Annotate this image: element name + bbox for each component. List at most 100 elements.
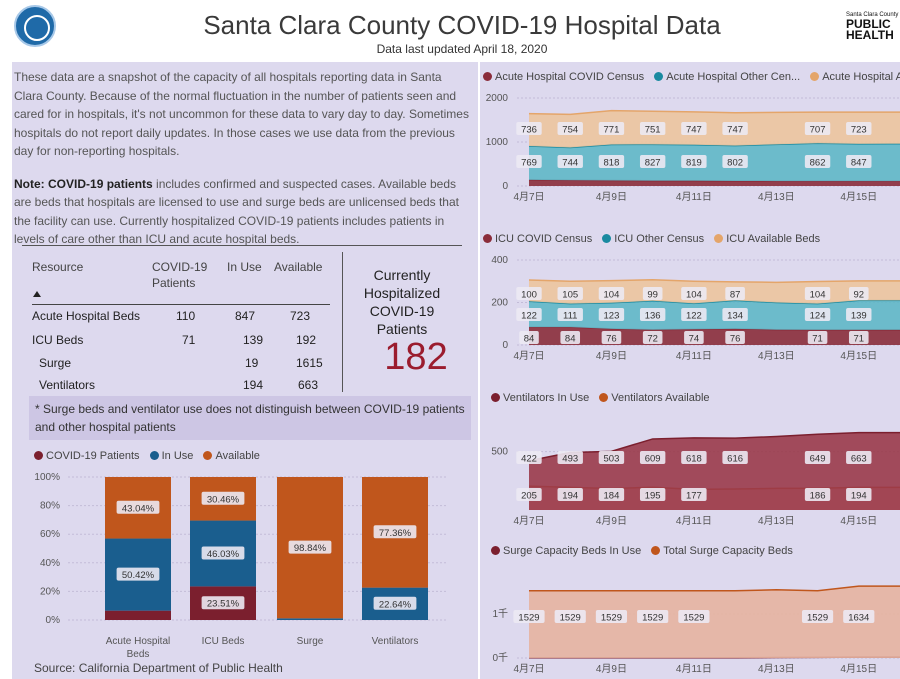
legend-item[interactable]: ICU Available Beds <box>714 233 820 245</box>
legend-item[interactable]: Available <box>203 450 260 462</box>
area-data-label-box <box>846 451 872 464</box>
table-divider <box>342 252 343 392</box>
area-data-label-box <box>601 331 622 344</box>
area-series <box>529 327 900 345</box>
area-data-label-box <box>639 451 666 464</box>
bar-data-label-box <box>373 596 417 610</box>
area-data-label: 76 <box>730 334 741 345</box>
surge-legend: Surge Capacity Beds In Use Total Surge C… <box>491 545 800 557</box>
area-data-label-box <box>639 308 666 321</box>
legend-label: ICU Other Census <box>614 233 705 245</box>
x-tick-label: 4月11日 <box>676 191 712 203</box>
legend-dot <box>714 234 724 243</box>
area-data-label: 134 <box>727 311 743 322</box>
table-row-available: 1615 <box>296 356 323 370</box>
bar-data-label: 22.64% <box>379 599 412 610</box>
legend-item[interactable]: Ventilators In Use <box>491 392 589 404</box>
area-data-label: 802 <box>727 158 743 169</box>
table-row-in-use: 19 <box>245 356 259 370</box>
legend-item[interactable]: Surge Capacity Beds In Use <box>491 545 641 557</box>
area-data-label-box <box>642 287 663 300</box>
col-header-available[interactable]: Available <box>274 260 323 274</box>
area-data-label: 194 <box>562 491 578 502</box>
area-data-label-box <box>516 308 542 321</box>
area-data-label-box <box>722 122 748 135</box>
bar-data-label-box <box>288 540 332 554</box>
area-data-label-box <box>637 610 669 623</box>
area-data-label: 723 <box>851 125 867 136</box>
area-data-label: 663 <box>851 454 867 465</box>
col-header-resource[interactable]: Resource <box>32 260 84 274</box>
legend-item[interactable]: COVID-19 Patients <box>34 450 140 462</box>
area-data-label-box <box>725 331 745 344</box>
area-data-label: 124 <box>810 311 826 322</box>
x-tick-label: Acute Hospital <box>106 636 170 647</box>
area-data-label: 105 <box>562 290 578 301</box>
col-header-in-use[interactable]: In Use <box>227 260 262 274</box>
area-data-label-box <box>678 610 710 623</box>
area-data-label: 76 <box>606 334 617 345</box>
area-data-label-box <box>598 451 625 464</box>
area-data-label: 194 <box>851 491 867 502</box>
bar-data-label-box <box>201 546 245 560</box>
x-tick-label: 4月13日 <box>758 191 795 203</box>
sort-ascending-icon[interactable] <box>33 291 41 297</box>
legend-label: Surge Capacity Beds In Use <box>503 545 642 557</box>
legend-label: ICU COVID Census <box>495 233 593 245</box>
y-tick-label: 20% <box>40 586 60 597</box>
legend-item[interactable]: Acute Hospital Av... <box>810 71 900 83</box>
col-header-covid[interactable]: COVID-19 Patients <box>152 260 208 290</box>
table-row-available: 663 <box>298 378 319 392</box>
x-tick-label: 4月7日 <box>513 191 544 203</box>
icu-legend: ICU COVID Census ICU Other Census ICU Av… <box>483 233 827 245</box>
legend-label: Acute Hospital Av... <box>822 71 900 83</box>
legend-dot <box>654 72 664 81</box>
area-data-label-box <box>848 331 869 344</box>
x-tick-label: 4月15日 <box>840 515 877 527</box>
legend-item[interactable]: ICU COVID Census <box>483 233 592 245</box>
area-data-label: 744 <box>562 158 578 169</box>
area-data-label-box <box>843 610 875 623</box>
area-data-label: 1529 <box>807 613 828 624</box>
current-hospitalized-value: 182 <box>384 336 448 378</box>
area-data-label: 1529 <box>601 613 622 624</box>
area-data-label: 100 <box>521 290 537 301</box>
area-data-label: 769 <box>521 158 537 169</box>
area-data-label-box <box>639 488 666 501</box>
legend-item[interactable]: Acute Hospital Other Cen... <box>654 71 800 83</box>
area-data-label-box <box>557 488 583 501</box>
area-data-label: 736 <box>521 125 537 136</box>
y-tick-label: 1000 <box>486 137 509 148</box>
area-data-label-box <box>639 155 666 168</box>
area-data-label-box <box>639 122 666 135</box>
legend-label: Acute Hospital COVID Census <box>495 71 645 83</box>
y-tick-label: 0千 <box>492 652 508 664</box>
legend-dot <box>483 72 492 81</box>
x-tick-label: 4月15日 <box>840 191 877 203</box>
area-data-label: 71 <box>812 334 823 345</box>
area-data-label: 87 <box>730 290 741 301</box>
note-paragraph: Note: COVID-19 patients includes confirm… <box>14 175 470 249</box>
area-data-label-box <box>804 488 831 501</box>
area-data-label-box <box>642 331 663 344</box>
area-data-label-box <box>722 308 748 321</box>
legend-item[interactable]: ICU Other Census <box>602 233 704 245</box>
area-data-label-box <box>807 331 828 344</box>
legend-item[interactable]: Ventilators Available <box>599 392 710 404</box>
current-hospitalized-label: Currently Hospitalized COVID-19 Patients <box>363 267 441 337</box>
legend-item[interactable]: Total Surge Capacity Beds <box>651 545 793 557</box>
legend-item[interactable]: Acute Hospital COVID Census <box>483 71 644 83</box>
legend-item[interactable]: In Use <box>149 450 193 462</box>
bar-data-label: 43.04% <box>122 503 155 514</box>
area-series <box>529 279 900 304</box>
area-data-label-box <box>516 488 542 501</box>
area-data-label: 205 <box>521 491 537 502</box>
area-data-label-box <box>516 287 542 300</box>
table-row-covid: 110 <box>176 309 196 323</box>
notes-paragraph: These data are a snapshot of the capacit… <box>14 70 469 158</box>
x-tick-label: 4月7日 <box>513 350 544 362</box>
table-row-in-use: 139 <box>243 333 264 347</box>
area-data-label: 827 <box>645 158 661 169</box>
area-data-label: 184 <box>604 491 620 502</box>
